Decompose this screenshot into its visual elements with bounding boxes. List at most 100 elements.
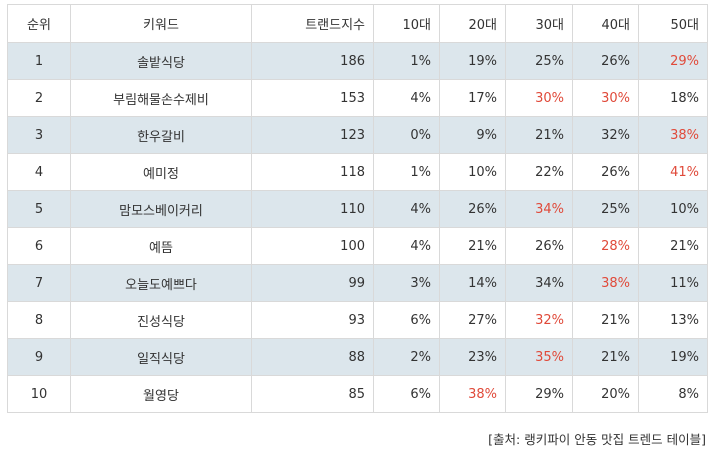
cell-age-10s: 4% [373,190,440,228]
cell-age-30s: 35% [505,338,573,376]
cell-keyword: 예뜸 [70,227,252,265]
cell-trend-index: 123 [251,116,374,154]
cell-age-50s: 10% [638,190,708,228]
table-body: 1 솔밭식당 186 1% 19% 25% 26% 29% 2 부림해물손수제비 153 4% 17% 3… [7,42,708,413]
cell-age-50s: 21% [638,227,708,265]
cell-age-20s: 21% [439,227,506,265]
header-age-40s: 40대 [572,4,639,43]
table-row: 3 한우갈비 123 0% 9% 21% 32% 38% [7,116,708,154]
table-row: 4 예미정 118 1% 10% 22% 26% 41% [7,153,708,191]
cell-age-50s: 13% [638,301,708,339]
cell-age-30s: 29% [505,375,573,413]
header-age-20s: 20대 [439,4,506,43]
cell-rank: 6 [7,227,71,265]
cell-keyword: 진성식당 [70,301,252,339]
cell-keyword: 맘모스베이커리 [70,190,252,228]
cell-age-20s: 23% [439,338,506,376]
cell-age-40s: 20% [572,375,639,413]
cell-age-40s: 26% [572,42,639,80]
table-row: 8 진성식당 93 6% 27% 32% 21% 13% [7,301,708,339]
cell-age-40s: 21% [572,338,639,376]
cell-age-50s: 19% [638,338,708,376]
table-header-row: 순위 키워드 트랜드지수 10대 20대 30대 40대 50대 [7,4,708,43]
table-row: 9 일직식당 88 2% 23% 35% 21% 19% [7,338,708,376]
table-row: 5 맘모스베이커리 110 4% 26% 34% 25% 10% [7,190,708,228]
cell-trend-index: 85 [251,375,374,413]
cell-age-10s: 2% [373,338,440,376]
cell-age-40s: 32% [572,116,639,154]
cell-age-10s: 0% [373,116,440,154]
cell-age-20s: 9% [439,116,506,154]
cell-age-10s: 1% [373,42,440,80]
cell-rank: 10 [7,375,71,413]
cell-rank: 4 [7,153,71,191]
cell-rank: 1 [7,42,71,80]
cell-trend-index: 186 [251,42,374,80]
cell-age-30s: 21% [505,116,573,154]
cell-keyword: 오늘도예쁘다 [70,264,252,302]
cell-keyword: 한우갈비 [70,116,252,154]
cell-age-50s: 41% [638,153,708,191]
cell-age-50s: 18% [638,79,708,117]
table-row: 6 예뜸 100 4% 21% 26% 28% 21% [7,227,708,265]
cell-age-10s: 1% [373,153,440,191]
cell-age-40s: 28% [572,227,639,265]
header-age-50s: 50대 [638,4,708,43]
cell-age-20s: 38% [439,375,506,413]
cell-age-40s: 21% [572,301,639,339]
cell-trend-index: 93 [251,301,374,339]
cell-rank: 9 [7,338,71,376]
cell-age-20s: 27% [439,301,506,339]
source-caption: [출처: 랭키파이 안동 맛집 트렌드 테이블] [488,432,706,447]
cell-trend-index: 153 [251,79,374,117]
cell-keyword: 부림해물손수제비 [70,79,252,117]
cell-trend-index: 99 [251,264,374,302]
cell-trend-index: 100 [251,227,374,265]
cell-age-50s: 11% [638,264,708,302]
cell-trend-index: 88 [251,338,374,376]
cell-keyword: 일직식당 [70,338,252,376]
table-row: 7 오늘도예쁘다 99 3% 14% 34% 38% 11% [7,264,708,302]
header-trend-index: 트랜드지수 [251,4,374,43]
cell-keyword: 월영당 [70,375,252,413]
cell-age-20s: 26% [439,190,506,228]
cell-age-20s: 19% [439,42,506,80]
trend-table: 순위 키워드 트랜드지수 10대 20대 30대 40대 50대 1 솔밭식당 18… [7,4,708,413]
cell-rank: 2 [7,79,71,117]
cell-age-40s: 38% [572,264,639,302]
cell-rank: 7 [7,264,71,302]
table-row: 1 솔밭식당 186 1% 19% 25% 26% 29% [7,42,708,80]
cell-age-10s: 4% [373,79,440,117]
cell-trend-index: 118 [251,153,374,191]
header-keyword: 키워드 [70,4,252,43]
header-age-30s: 30대 [505,4,573,43]
cell-age-30s: 30% [505,79,573,117]
cell-age-50s: 29% [638,42,708,80]
cell-age-20s: 17% [439,79,506,117]
cell-age-40s: 30% [572,79,639,117]
cell-age-30s: 22% [505,153,573,191]
cell-rank: 3 [7,116,71,154]
cell-age-30s: 26% [505,227,573,265]
cell-age-30s: 32% [505,301,573,339]
cell-age-50s: 38% [638,116,708,154]
cell-keyword: 솔밭식당 [70,42,252,80]
cell-age-30s: 34% [505,264,573,302]
cell-age-10s: 3% [373,264,440,302]
cell-rank: 5 [7,190,71,228]
cell-age-20s: 14% [439,264,506,302]
cell-rank: 8 [7,301,71,339]
cell-age-30s: 34% [505,190,573,228]
cell-age-40s: 26% [572,153,639,191]
table-row: 2 부림해물손수제비 153 4% 17% 30% 30% 18% [7,79,708,117]
trend-table-container: 순위 키워드 트랜드지수 10대 20대 30대 40대 50대 1 솔밭식당 18… [7,4,708,413]
cell-keyword: 예미정 [70,153,252,191]
header-age-10s: 10대 [373,4,440,43]
cell-trend-index: 110 [251,190,374,228]
cell-age-50s: 8% [638,375,708,413]
cell-age-40s: 25% [572,190,639,228]
cell-age-20s: 10% [439,153,506,191]
header-rank: 순위 [7,4,71,43]
table-row: 10 월영당 85 6% 38% 29% 20% 8% [7,375,708,413]
cell-age-30s: 25% [505,42,573,80]
